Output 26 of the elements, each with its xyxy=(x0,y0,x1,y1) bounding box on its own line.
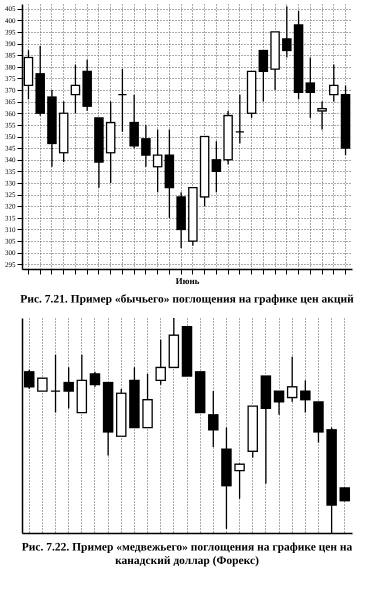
candlestick xyxy=(300,380,311,414)
candlestick xyxy=(70,64,80,114)
text: Рис. 7.22. Пример «медвежьего» поглощения на графике цен на канадский доллар (Форекс) xyxy=(22,542,353,568)
candlestick xyxy=(286,356,298,402)
candlestick xyxy=(152,128,162,193)
candlestick xyxy=(258,50,268,102)
candlestick xyxy=(129,94,139,149)
candlestick xyxy=(274,390,284,416)
candlestick xyxy=(340,487,350,502)
candlestick xyxy=(317,100,327,130)
candlestick xyxy=(63,366,74,409)
candlestick xyxy=(50,354,61,414)
candlestick xyxy=(234,464,245,500)
candlestick xyxy=(90,371,100,388)
candlestick xyxy=(141,124,151,168)
candlestick xyxy=(212,140,222,193)
candlestick xyxy=(208,390,219,448)
candlestick xyxy=(37,378,48,392)
candlestick xyxy=(235,94,245,144)
candlestick xyxy=(155,338,166,386)
text: Рис. 7.21. Пример «бычьего» поглощения на графике цен акций xyxy=(20,294,354,306)
candlestick xyxy=(306,56,316,119)
candlestick xyxy=(329,64,339,102)
candlestick xyxy=(282,6,292,58)
candlestick xyxy=(118,68,128,132)
x-axis-title: Июнь xyxy=(176,276,200,286)
